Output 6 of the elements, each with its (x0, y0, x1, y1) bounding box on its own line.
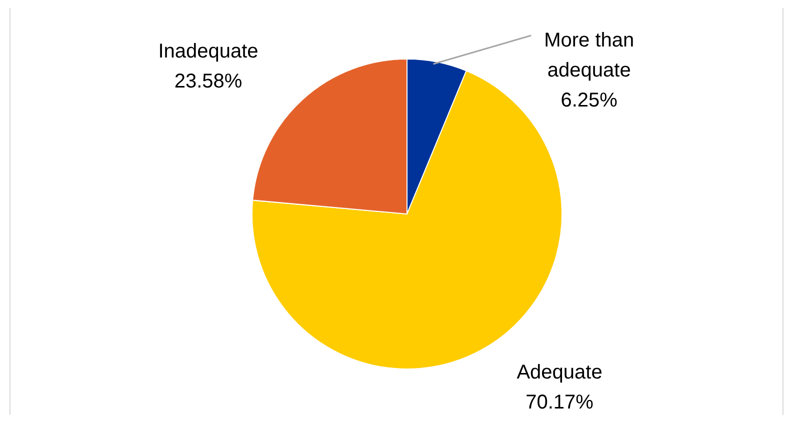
data-label: 23.58% (174, 70, 242, 92)
slice-label: Adequate (516, 361, 602, 384)
slice-label: More than adequate (544, 29, 634, 82)
data-label: 70.17% (526, 391, 594, 414)
data-label: 6.25% (560, 89, 618, 112)
slice-label: Inadequate (158, 40, 258, 62)
